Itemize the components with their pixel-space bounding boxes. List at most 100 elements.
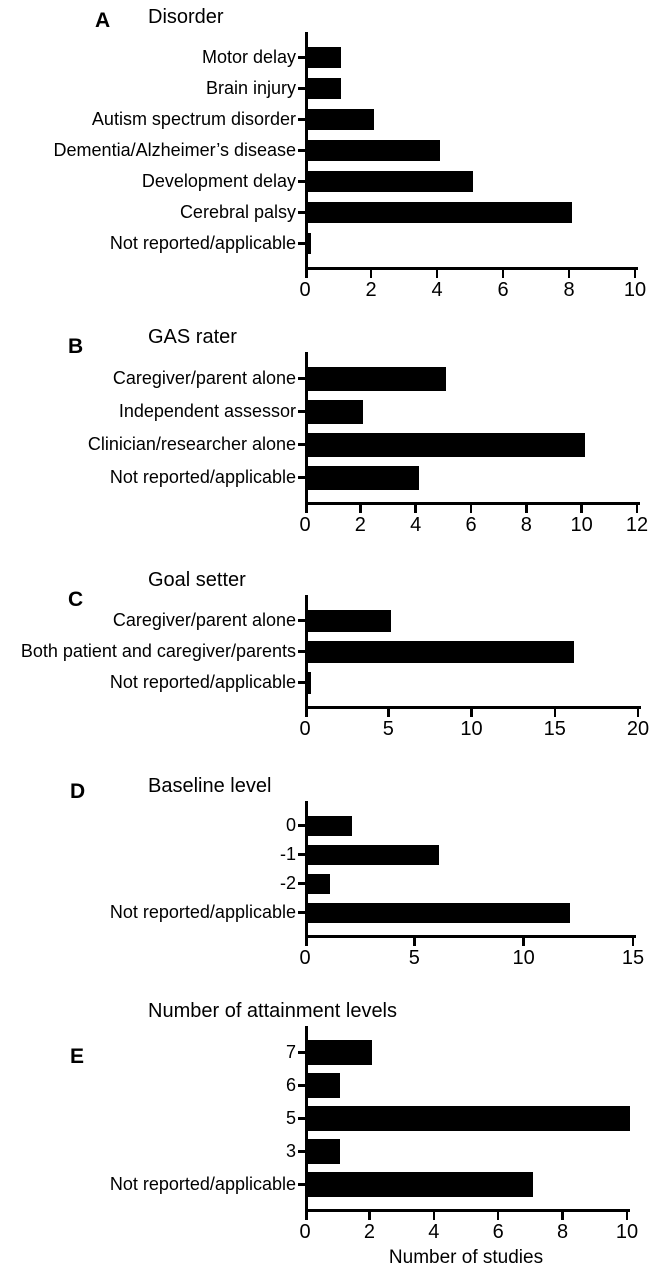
x-tick-label: 20	[626, 718, 650, 740]
x-axis-tick	[305, 505, 308, 513]
x-tick-label: 10	[615, 1221, 639, 1243]
bar	[308, 1139, 341, 1164]
y-axis-category-labels: Caregiver/parent alone Independent assess…	[0, 352, 305, 505]
panel-b: B GAS rater Caregiver/parent alone Indepe…	[0, 324, 656, 539]
x-tick-label: 10	[512, 947, 535, 969]
x-axis-tick	[496, 1212, 500, 1220]
y-axis-tick	[298, 824, 305, 827]
category-label: Not reported/applicable	[109, 672, 296, 692]
bar-row	[298, 135, 638, 166]
x-axis: 0 5 10 15 20	[299, 709, 649, 743]
x-axis-tick	[525, 505, 528, 513]
category-label: Independent assessor	[118, 401, 296, 421]
chart-columns: Caregiver/parent alone Independent assess…	[0, 352, 656, 505]
bar	[308, 202, 572, 223]
bar-row	[298, 605, 641, 636]
category-label: Caregiver/parent alone	[112, 368, 296, 388]
category-label: 5	[285, 1108, 296, 1128]
bar	[308, 233, 311, 254]
y-axis-category-labels: Caregiver/parent alone Both patient and c…	[0, 595, 305, 709]
bar-row	[298, 362, 640, 395]
panel-letter-e: E	[70, 1045, 85, 1068]
category-label: 0	[285, 815, 296, 835]
bar-row	[298, 636, 641, 667]
bar-row	[298, 869, 636, 898]
chart-area: Motor delay Brain injury Autism spectrum d…	[0, 32, 656, 304]
bar-row	[298, 73, 638, 104]
chart-area: Caregiver/parent alone Both patient and c…	[0, 595, 656, 743]
bar-row	[298, 898, 636, 927]
x-axis-tick	[633, 270, 637, 278]
bar	[308, 902, 571, 923]
category-label: Development delay	[141, 171, 296, 191]
x-axis: 0 2 4 6 8 10	[299, 1212, 638, 1246]
x-tick-label: 12	[625, 514, 649, 536]
bar-row	[298, 1036, 630, 1069]
y-axis-tick	[298, 650, 305, 653]
y-axis-tick	[298, 242, 305, 245]
bar-row	[298, 811, 636, 840]
chart-columns: Motor delay Brain injury Autism spectrum d…	[0, 32, 656, 270]
x-tick-label: 8	[557, 1221, 569, 1243]
x-tick-label: 5	[408, 947, 420, 969]
bar	[308, 609, 392, 632]
x-tick-label: 6	[492, 1221, 504, 1243]
x-axis-tick	[625, 1212, 629, 1220]
bar-row	[298, 461, 640, 494]
bar	[308, 1040, 373, 1065]
category-label: Clinician/researcher alone	[87, 434, 296, 454]
bar-row	[298, 1168, 630, 1201]
x-axis-tick	[635, 505, 639, 513]
x-tick-label: 6	[465, 514, 477, 536]
x-axis-tick	[469, 505, 473, 513]
x-axis-label: Number of studies	[388, 1247, 544, 1268]
x-tick-label: 0	[299, 718, 311, 740]
x-axis-tick	[580, 505, 583, 513]
category-label: 6	[285, 1075, 296, 1095]
panel-e: E Number of attainment levels 7 6 5 3 Not re…	[0, 998, 656, 1276]
bar-row	[298, 42, 638, 73]
chart-title-gas-rater: GAS rater	[148, 326, 237, 348]
x-axis-tick	[369, 270, 373, 278]
y-axis-category-labels: Motor delay Brain injury Autism spectrum d…	[0, 32, 305, 270]
category-label: -2	[279, 873, 296, 893]
bar	[308, 873, 330, 894]
bar	[308, 140, 440, 161]
x-axis-tick	[359, 505, 362, 513]
x-axis-tick	[305, 270, 308, 278]
y-axis-tick	[298, 180, 305, 183]
x-axis-tick	[553, 709, 556, 717]
chart-title-attainment-levels: Number of attainment levels	[148, 1000, 398, 1022]
category-label: Motor delay	[201, 47, 296, 67]
y-axis-tick	[298, 911, 305, 914]
x-axis-tick	[432, 1212, 436, 1220]
x-tick-label: 4	[431, 279, 443, 301]
y-axis-tick	[298, 410, 305, 413]
chart-columns: 7 6 5 3 Not reported/applicable	[0, 1026, 656, 1212]
x-axis-tick	[470, 709, 473, 717]
y-axis-category-labels: 0 -1 -2 Not reported/applicable	[0, 801, 305, 938]
chart-columns: 0 -1 -2 Not reported/applicable	[0, 801, 656, 938]
x-tick-label: 10	[623, 279, 647, 301]
plot-area	[298, 1026, 630, 1212]
plot-area	[298, 595, 641, 709]
bar	[308, 844, 440, 865]
x-axis-tick	[501, 270, 505, 278]
category-label: 3	[285, 1141, 296, 1161]
category-label: Not reported/applicable	[109, 467, 296, 487]
x-axis: 0 2 4 6 8 10	[299, 270, 646, 304]
y-axis-tick	[298, 882, 305, 885]
x-tick-label: 0	[299, 1221, 311, 1243]
bar	[308, 640, 575, 663]
chart-title-baseline-level: Baseline level	[148, 775, 272, 797]
chart-title-goal-setter: Goal setter	[148, 569, 246, 591]
y-axis-tick	[298, 1117, 305, 1120]
bar-row	[298, 395, 640, 428]
x-axis-tick	[305, 709, 308, 717]
bar	[308, 1073, 341, 1098]
panel-letter-d: D	[70, 780, 86, 803]
y-axis-tick	[298, 56, 305, 59]
y-axis-tick	[298, 377, 305, 380]
bar	[308, 399, 364, 424]
